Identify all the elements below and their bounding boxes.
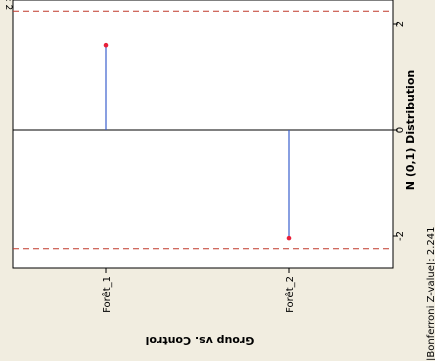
stems-group [105,45,290,239]
value-axis-ticks [393,23,398,237]
point-2 [286,235,292,241]
value-axis-title: N (0,1) Distribution [404,70,417,190]
points-group [103,42,292,241]
value-axis-labels: -2 0 2 [395,21,406,241]
comparisons-subtitle: Comparisons: 2 [3,0,13,10]
critical-value-lines [13,10,393,250]
value-tick-label-2: 0 [395,127,406,133]
group-axis-labels: Forêt_1 Forêt_2 [101,276,296,313]
value-tick-label-1: -2 [395,231,406,241]
group-axis-ticks [105,268,290,273]
bonferroni-footnote: |Bonferroni Z-value|: 2.241 [426,227,435,361]
plot-area [12,0,394,269]
point-1 [103,42,109,48]
group-tick-label-2: Forêt_2 [284,276,296,313]
group-tick-label-1: Forêt_1 [101,276,113,313]
value-tick-label-3: 2 [395,21,406,27]
group-axis-title: Group vs. Control [146,334,255,347]
